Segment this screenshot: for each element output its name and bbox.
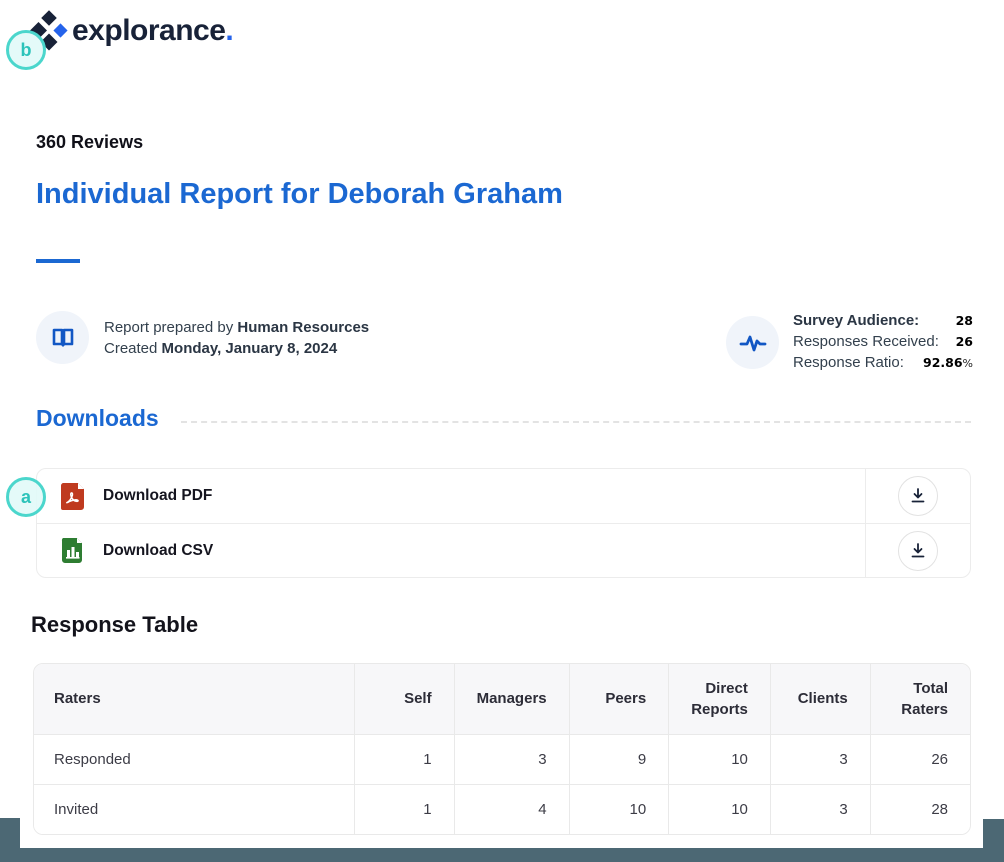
download-csv-button[interactable] [898,530,938,571]
response-table: Raters Self Managers Peers Direct Report… [33,663,971,835]
cell-invited-peers: 10 [569,783,670,834]
report-category: 360 Reviews [36,132,144,152]
annotation-badge-a[interactable]: a [6,477,46,517]
stat-label: Response Ratio: [793,354,904,371]
download-icon [911,542,925,557]
logo-dot: . [225,14,234,47]
cell-responded-self: 1 [354,733,455,784]
download-pdf-row[interactable]: Download PDF [37,469,970,523]
bottom-left-corner-block [0,818,20,848]
created-line: Created Monday, January 8, 2024 [104,339,338,357]
cell-invited-self: 1 [354,783,455,834]
cell-responded-managers: 3 [454,733,570,784]
stat-response-ratio: Response Ratio: 92.86% [793,354,973,371]
title-underline [36,259,80,263]
download-csv-button-cell [865,524,970,577]
stat-label: Survey Audience: [793,312,920,329]
response-table-heading: Response Table [31,612,199,637]
bottom-bar [0,848,1004,862]
annotation-badge-b-label: b [20,39,32,60]
stat-survey-audience: Survey Audience: 28 [793,311,973,332]
column-header-total-raters: Total Raters [870,664,970,734]
response-table-header-row: Raters Self Managers Peers Direct Report… [34,664,970,734]
bottom-right-corner-block [983,819,1004,848]
table-row-invited: Invited 1 4 10 10 3 28 [34,783,970,834]
stat-value: 26 [955,334,973,349]
cell-invited-managers: 4 [454,783,570,834]
download-pdf-button-cell [865,469,970,523]
cell-responded-clients: 3 [770,733,871,784]
page-title: Individual Report for Deborah Graham [36,178,563,210]
pulse-icon [739,335,766,351]
downloads-heading: Downloads [36,405,159,431]
stat-label: Responses Received: [793,333,939,350]
prepared-by-line: Report prepared by Human Resources [104,318,370,336]
column-header-managers: Managers [454,664,570,734]
downloads-divider [180,420,971,423]
download-icon [911,488,925,503]
stat-value: 28 [955,313,973,328]
column-header-direct-reports: Direct Reports [668,664,771,734]
survey-stats-lines: Survey Audience: 28 Responses Received: … [793,311,973,374]
pdf-file-icon [61,482,84,510]
cell-responded-direct-reports: 10 [668,733,771,784]
row-label: Responded [34,733,356,784]
column-header-raters: Raters [34,664,356,734]
download-csv-main: Download CSV [37,524,865,577]
explorance-logo: explorance. [30,10,234,52]
column-header-clients: Clients [770,664,871,734]
cell-responded-peers: 9 [569,733,670,784]
column-header-peers: Peers [569,664,670,734]
annotation-badge-a-label: a [20,486,31,507]
survey-stats: Survey Audience: 28 Responses Received: … [726,311,973,374]
download-pdf-main: Download PDF [37,469,865,523]
table-row-responded: Responded 1 3 9 10 3 26 [34,733,970,784]
report-meta-text: Report prepared by Human Resources Creat… [104,317,369,359]
logo-wordmark: explorance. [72,14,234,47]
row-label: Invited [34,783,356,834]
prepared-by-value: Human Resources [237,318,370,336]
cell-invited-clients: 3 [770,783,871,834]
stat-responses-received: Responses Received: 26 [793,332,973,353]
created-date-value: Monday, January 8, 2024 [161,339,338,357]
cell-responded-total: 26 [870,733,970,784]
download-csv-row[interactable]: Download CSV [37,523,970,577]
csv-file-icon [61,538,82,563]
annotation-badge-b[interactable]: b [6,30,46,70]
report-info: Report prepared by Human Resources Creat… [36,311,369,364]
column-header-self: Self [354,664,455,734]
downloads-card: Download PDF Download CSV [36,468,971,578]
download-csv-label: Download CSV [103,541,214,559]
download-pdf-label: Download PDF [103,487,213,504]
book-icon [52,328,73,347]
cell-invited-total: 28 [870,783,970,834]
downloads-section-header: Downloads [36,405,971,432]
download-pdf-button[interactable] [898,476,938,516]
stat-value: 92.86 [923,355,963,370]
book-icon-circle [36,311,89,364]
cell-invited-direct-reports: 10 [668,783,771,834]
pulse-icon-circle [726,316,779,369]
